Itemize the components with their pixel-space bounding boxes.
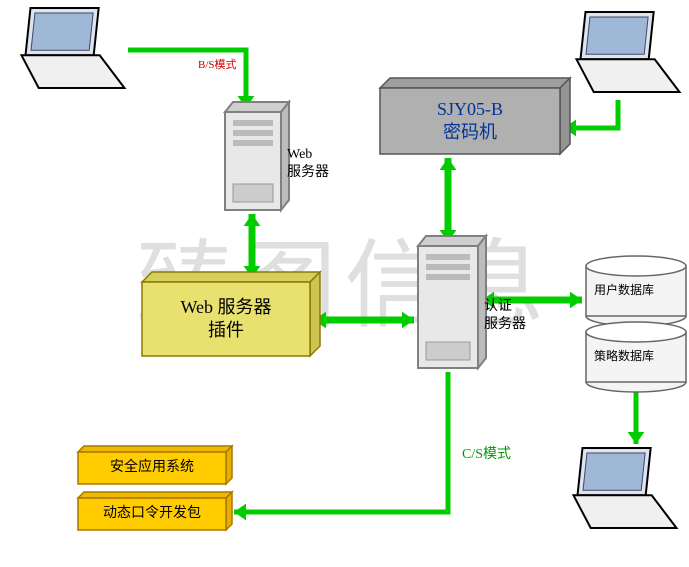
- auth-tower-label: 认证 服务器: [484, 298, 526, 334]
- lbl-cs: C/S模式: [462, 446, 511, 464]
- plugin-box-text: Web 服务器 插件: [180, 296, 271, 343]
- crypto-box: SJY05-B 密码机: [380, 88, 560, 154]
- db-user-label: 用户数据库: [594, 283, 654, 299]
- lbl-bs: B/S模式: [198, 58, 237, 72]
- web-tower-label: Web 服务器: [287, 146, 329, 182]
- diagram-canvas: 臻图信息 Web 服务器认证 服务器SJY05-B 密码机Web 服务器 插件安…: [0, 0, 689, 567]
- sdk-box: 动态口令开发包: [78, 498, 226, 530]
- sdk-box-text: 动态口令开发包: [103, 505, 201, 523]
- plugin-box: Web 服务器 插件: [142, 282, 310, 356]
- crypto-box-text: SJY05-B 密码机: [437, 98, 503, 145]
- db-policy-label: 策略数据库: [594, 349, 654, 365]
- sec-app-box: 安全应用系统: [78, 452, 226, 484]
- sec-app-box-text: 安全应用系统: [110, 459, 194, 477]
